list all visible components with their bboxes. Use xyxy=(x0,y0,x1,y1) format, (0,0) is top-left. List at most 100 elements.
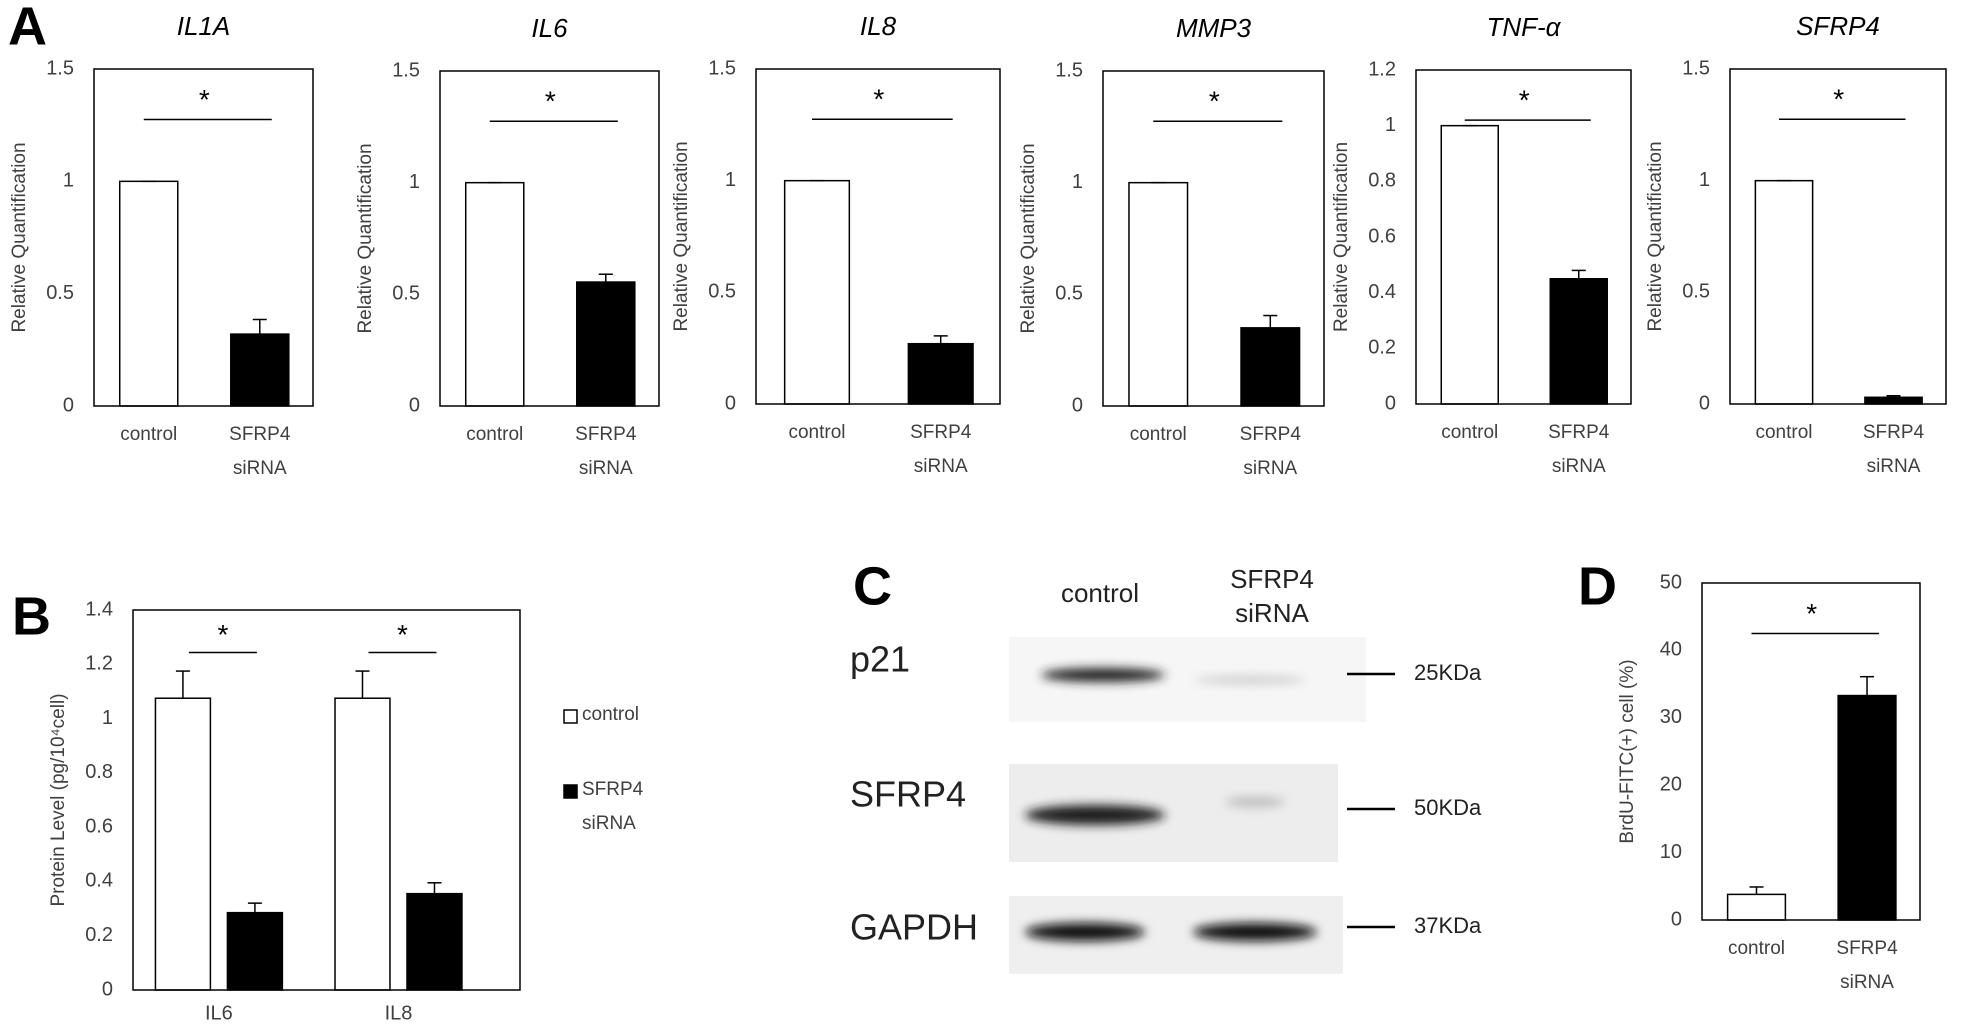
x-tick-label-box: control xyxy=(1728,938,1785,959)
y-tick-label: 1 xyxy=(725,169,736,191)
y-tick-label: 40 xyxy=(1660,639,1682,661)
x-tick-label-box: SFRP4 siRNA xyxy=(229,424,291,480)
chart-title: SFRP4 xyxy=(1796,11,1880,41)
x-tick-label: IL6 xyxy=(205,1002,233,1024)
bar xyxy=(576,281,636,407)
y-tick-label: 1.5 xyxy=(392,59,420,81)
x-tick-label: SFRP4 siRNA xyxy=(1239,424,1301,480)
plot-frame xyxy=(1729,68,1947,405)
y-tick-label: 1 xyxy=(63,170,74,192)
y-tick-label: 0.2 xyxy=(1368,337,1396,359)
y-tick-label: 1 xyxy=(102,707,113,729)
y-axis-label: Relative Quantification xyxy=(671,141,692,331)
legend-label: control xyxy=(582,704,640,725)
chart-title: IL8 xyxy=(860,11,897,41)
bar xyxy=(464,181,525,407)
x-tick-label: control xyxy=(1129,424,1187,445)
blot-protein: p21 xyxy=(850,639,910,680)
bar xyxy=(783,179,851,405)
x-tick-label-box: SFRP4 siRNA xyxy=(575,424,636,479)
y-tick-label: 0 xyxy=(102,978,113,1000)
x-tick-label: SFRP4 siRNA xyxy=(1862,422,1925,478)
y-tick-label: 0.8 xyxy=(85,761,113,783)
y-tick-label: 1.4 xyxy=(85,598,113,620)
bar xyxy=(406,892,463,991)
chart-title: IL6 xyxy=(531,13,568,43)
x-tick-label-box: SFRP4 siRNA xyxy=(910,422,971,477)
x-tick-label-box: control xyxy=(1441,422,1499,443)
y-tick-label: 0 xyxy=(63,394,74,416)
blot-column-header-box: SFRP4 siRNA xyxy=(1230,564,1314,628)
y-tick-label: 0.6 xyxy=(85,815,113,837)
y-tick-label: 0.5 xyxy=(46,282,74,304)
bar xyxy=(154,697,212,991)
bar xyxy=(1240,327,1301,407)
y-tick-label: 0.5 xyxy=(392,283,420,305)
y-axis-label: Relative Quantification xyxy=(1018,143,1039,333)
blot-band xyxy=(1025,805,1165,825)
legend-label-box: control xyxy=(582,704,640,725)
blot-protein: GAPDH xyxy=(850,907,978,948)
blot-band xyxy=(1195,676,1305,684)
x-tick-label: SFRP4 siRNA xyxy=(229,424,291,480)
y-tick-label: 0.5 xyxy=(1682,281,1710,303)
y-tick-label: 1 xyxy=(1385,114,1396,136)
x-tick-label: SFRP4 siRNA xyxy=(1836,938,1898,994)
y-tick-label: 1.2 xyxy=(85,653,113,675)
y-tick-label: 1 xyxy=(1072,171,1083,193)
x-tick-label-box: control xyxy=(1755,422,1812,443)
panel-label: C xyxy=(853,556,892,616)
bar xyxy=(907,342,974,405)
y-tick-label: 50 xyxy=(1660,571,1682,593)
significance-mark: * xyxy=(545,86,556,117)
significance-mark: * xyxy=(217,619,228,650)
y-tick-label: 0.4 xyxy=(85,870,113,892)
y-axis-label: BrdU-FITC(+) cell (%) xyxy=(1617,659,1638,843)
x-tick-label-box: SFRP4 siRNA xyxy=(1836,938,1898,994)
significance-mark: * xyxy=(1833,84,1844,115)
x-tick-label: control xyxy=(1441,422,1499,443)
y-tick-label: 0.8 xyxy=(1368,170,1396,192)
panel-label: B xyxy=(12,586,51,646)
y-axis-label: Relative Quantification xyxy=(1645,141,1666,331)
legend-label: SFRP4 siRNA xyxy=(582,779,644,835)
y-tick-label: 0 xyxy=(409,394,420,416)
y-tick-label: 0 xyxy=(1385,392,1396,414)
y-tick-label: 1 xyxy=(1699,169,1710,191)
chart-title: TNF-α xyxy=(1486,12,1561,42)
y-tick-label: 1.2 xyxy=(1368,58,1396,80)
y-tick-label: 0.6 xyxy=(1368,225,1396,247)
y-tick-label: 1.5 xyxy=(1682,57,1710,79)
y-tick-label: 1.5 xyxy=(46,57,74,79)
marker-size: 50KDa xyxy=(1414,795,1482,820)
bar xyxy=(1440,124,1499,405)
blot-column-header: control xyxy=(1061,578,1139,608)
significance-mark: * xyxy=(1519,84,1530,115)
bar xyxy=(1128,181,1189,407)
x-tick-label: IL8 xyxy=(385,1002,413,1024)
y-tick-label: 0.5 xyxy=(1055,283,1083,305)
significance-mark: * xyxy=(873,84,884,115)
plot-frame xyxy=(1102,70,1325,407)
plot-frame xyxy=(93,68,314,407)
significance-mark: * xyxy=(1209,86,1220,117)
y-axis-label: Relative Quantification xyxy=(9,142,30,332)
bar xyxy=(334,697,391,991)
blot-band xyxy=(1225,797,1285,807)
x-tick-label: control xyxy=(120,424,178,445)
blot-band xyxy=(1041,668,1165,682)
marker-size: 37KDa xyxy=(1414,913,1482,938)
x-tick-label: control xyxy=(466,424,524,445)
plot-frame xyxy=(755,68,1001,405)
x-tick-label-box: SFRP4 siRNA xyxy=(1239,424,1301,480)
y-axis-label: Relative Quantification xyxy=(1331,142,1352,332)
y-tick-label: 0 xyxy=(1671,908,1682,930)
significance-mark: * xyxy=(199,84,210,115)
chart-title: IL1A xyxy=(177,11,231,41)
y-tick-label: 0.2 xyxy=(85,924,113,946)
x-tick-label-box: SFRP4 siRNA xyxy=(1862,422,1925,478)
y-tick-label: 20 xyxy=(1660,773,1682,795)
x-tick-label-box: control xyxy=(788,422,845,443)
y-tick-label: 30 xyxy=(1660,706,1682,728)
